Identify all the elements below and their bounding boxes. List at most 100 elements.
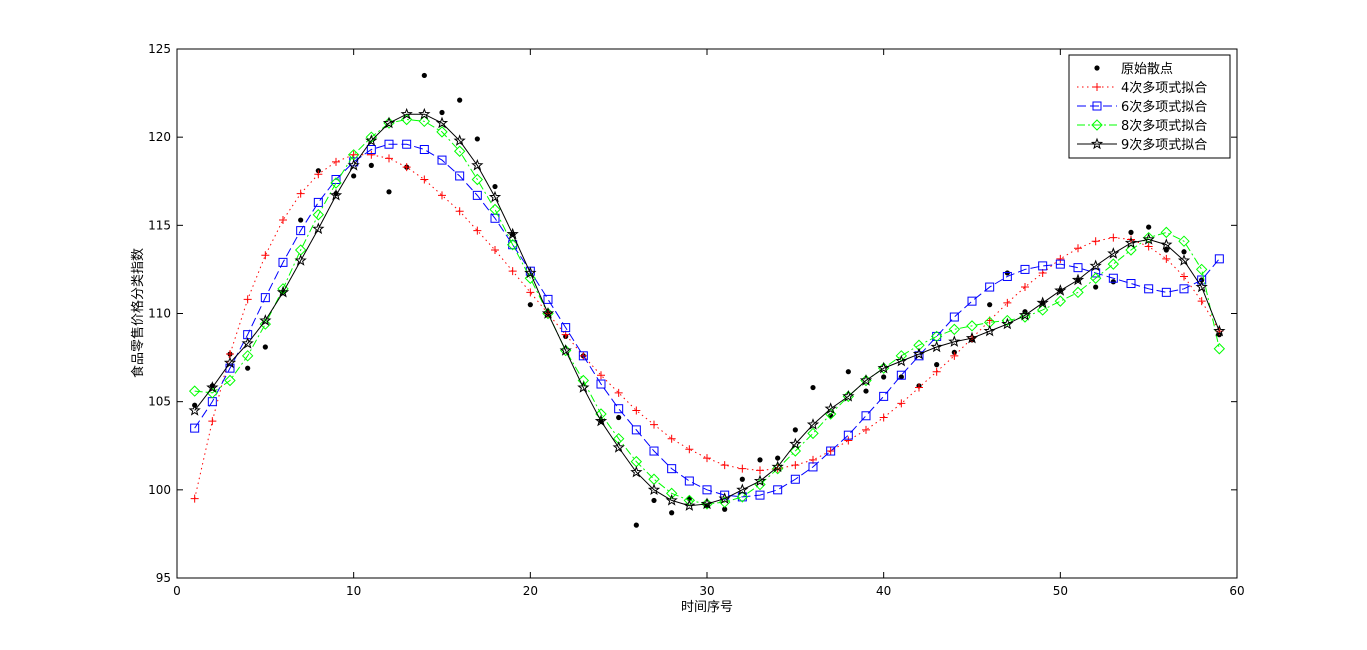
data-point [649,446,659,456]
data-point [932,367,941,376]
data-point [792,427,798,433]
data-point [402,163,411,172]
data-point [895,354,908,367]
y-tick-label: 110 [148,307,171,321]
data-point [471,173,484,186]
data-point [241,350,254,362]
data-point [881,374,887,380]
data-point [1125,244,1137,256]
data-point [1179,284,1189,294]
data-point [967,296,977,306]
legend-marker [1090,137,1104,150]
data-point [684,476,694,486]
data-point [862,425,870,434]
data-point [738,464,747,473]
data-point [206,381,219,393]
data-point [861,411,871,421]
data-point [421,72,427,79]
data-point [1160,238,1173,250]
data-point [665,487,678,500]
data-point [1056,254,1065,263]
legend-marker [1091,119,1103,131]
data-point [948,335,961,347]
data-point [965,331,979,344]
legend-label: 8次多项式拟合 [1121,118,1207,134]
data-point [314,170,323,179]
data-point [863,388,869,394]
data-point [1054,284,1067,296]
data-point [332,157,340,166]
data-point [824,402,837,414]
legend-item: 4次多项式拟合 [1077,80,1207,96]
data-point [541,307,555,319]
data-point [877,361,890,374]
data-point [488,190,502,203]
data-point [489,203,501,216]
data-point [614,404,624,414]
data-point [298,217,304,223]
data-point [810,384,816,391]
x-tick-label: 60 [1229,584,1244,598]
data-point [632,406,641,415]
data-point [771,460,784,473]
data-point [1071,273,1085,286]
data-point [595,408,607,420]
data-point [276,285,290,298]
legend: 原始散点 4次多项式拟合 6次多项式拟合 8次多项式拟合 9次多项式拟合 [1068,54,1231,159]
data-point [789,437,802,450]
data-point [384,139,394,149]
data-point [630,465,643,478]
data-point [808,462,818,472]
data-point [577,381,590,393]
data-point [296,189,305,198]
data-point [987,302,993,308]
data-point [435,116,449,129]
y-tick-label: 100 [148,483,171,497]
data-point [1018,308,1032,321]
data-point [616,414,622,421]
data-point [667,434,676,443]
data-point [949,312,959,322]
data-point [1162,254,1171,263]
data-point [736,483,749,496]
data-point [736,491,749,503]
x-tick-label: 10 [346,584,361,598]
data-point [491,246,499,255]
data-point [932,331,942,341]
data-point [457,97,463,103]
data-point [1001,317,1014,330]
data-point [561,323,571,333]
data-point [683,499,696,511]
data-point [366,145,376,155]
data-point [1144,284,1154,294]
data-point [1107,258,1120,270]
data-point [1177,254,1191,266]
data-point [948,323,961,336]
data-point [1072,286,1084,299]
data-point [983,324,996,337]
series-line [194,113,1220,507]
data-point [700,497,714,510]
data-point [1160,226,1173,239]
data-point [208,417,217,426]
series-5 [188,107,1226,511]
data-point [188,404,201,416]
data-point [453,145,466,157]
data-point [1107,247,1120,259]
legend-label: 9次多项式拟合 [1121,137,1207,153]
legend-marker [1092,101,1102,111]
data-point [402,139,412,149]
data-point [259,314,272,326]
series-layer [188,72,1226,528]
data-point [806,418,820,430]
data-point [365,131,378,143]
data-point [807,427,819,440]
data-point [845,369,851,375]
data-point [844,436,853,445]
data-point [1142,231,1155,244]
data-point [1163,247,1169,253]
data-point [702,485,712,495]
data-point [420,175,429,184]
data-point [651,497,657,504]
data-point [755,490,765,500]
